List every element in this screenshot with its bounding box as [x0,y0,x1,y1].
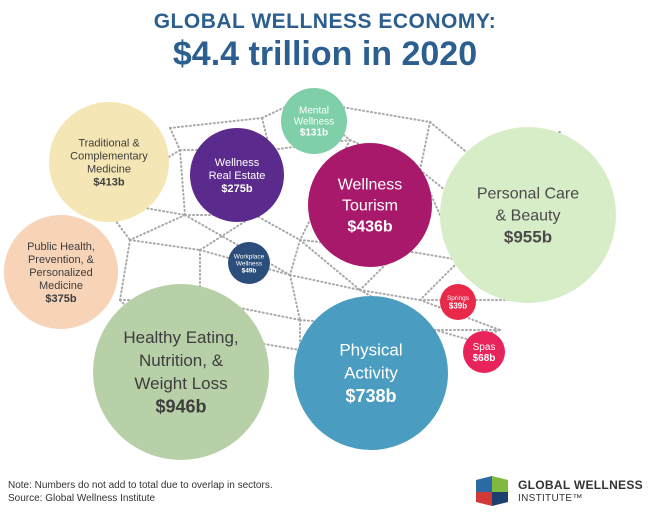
connector-line [289,274,301,321]
connector-line [169,117,263,129]
bubble-label-line: Wellness [236,260,263,267]
chart-title: GLOBAL WELLNESS ECONOMY: [153,10,497,33]
footnote: Note: Numbers do not add to total due to… [8,479,273,505]
bubble-label-line: Nutrition, & [139,351,224,370]
connector-line [199,214,256,251]
bubble-circle [440,284,476,320]
connector-line [419,259,461,301]
bubble-label-line: Public Health, [27,241,95,253]
bubble-label-line: Physical [339,341,402,360]
connector-line [179,149,186,216]
bubble-label-line: Traditional & [78,137,140,149]
bubble-circle [228,242,270,284]
bubble-label-line: Wellness [294,117,334,128]
bubble-label-line: Tourism [342,198,398,215]
connector-line [254,214,301,241]
bubble-label-line: Complementary [70,150,148,162]
bubble-label-line: Springs [447,295,470,302]
bubble-value-label: $436b [347,219,393,236]
bubble-circle [190,128,284,222]
connector-line [129,214,186,241]
bubble-value-label: $375b [45,293,76,305]
bubble-physical-activity: Physical Activity $738b [294,296,448,450]
bubble-springs: Springs$39b [440,284,476,320]
title-block: GLOBAL WELLNESS ECONOMY: $4.4 trillion i… [0,10,650,74]
bubble-label-line: Medicine [87,163,131,175]
bubble-label-line: Personalized [29,267,93,279]
gwi-logo-icon [476,476,508,506]
connector-line [289,274,361,291]
bubble-circle [93,284,269,460]
bubble-label-line: Weight Loss [134,374,227,393]
bubble-label-line: Healthy Eating, [123,328,238,347]
footnote-source: Source: Global Wellness Institute [8,493,156,504]
connector-line [169,127,181,151]
chart-subtitle: $4.4 trillion in 2020 [172,35,478,73]
connector-line [419,299,501,331]
connector-line [299,239,361,291]
bubble-value-label: $275b [221,183,252,195]
logo-line-1: GLOBAL WELLNESS [518,478,643,492]
bubble-label-line: Mental [299,106,329,117]
bubble-value-label: $49b [242,267,257,274]
bubble-circle [281,88,347,154]
bubble-label-line: Personal Care [477,185,579,202]
bubble-value-label: $68b [473,353,496,364]
connector-line [119,239,131,301]
bubble-circle [308,143,432,267]
bubble-circle [440,127,616,303]
bubble-value-label: $946b [155,396,206,416]
bubble-public-health-prevention-personalized-medicine: Public Health,Prevention, &PersonalizedM… [4,215,118,329]
connector-line [199,249,291,276]
bubble-personal-care-beauty: Personal Care & Beauty $955b [440,127,616,303]
bubble-label-line: Wellness [338,177,403,194]
logo-line-2: INSTITUTE™ [518,493,583,504]
connector-line [129,239,201,251]
bubble-label-line: Wellness [215,157,260,169]
bubble-circle [463,331,505,373]
bubble-wellness-tourism: Wellness Tourism $436b [308,143,432,267]
bubble-value-label: $39b [449,301,467,310]
footnote-note: Note: Numbers do not add to total due to… [8,480,273,491]
bubble-spas: Spas$68b [463,331,505,373]
connector-line [429,121,471,156]
bubble-value-label: $955b [504,228,552,247]
bubble-label-line: Activity [344,364,398,383]
bubble-circle [49,102,169,222]
gwi-logo-text: GLOBAL WELLNESS INSTITUTE™ [518,478,643,506]
bubble-value-label: $413b [93,176,124,188]
bubble-label-line: Workplace [234,253,265,260]
bubble-label-line: Real Estate [209,170,266,182]
connector-line [184,214,291,276]
gwi-logo: GLOBAL WELLNESS INSTITUTE™ [472,474,647,510]
bubble-circle [4,215,118,329]
connector-line [289,239,301,276]
bubble-label-line: Prevention, & [28,254,95,266]
bubbles: Personal Care & Beauty $955b Healthy Eating… [4,88,616,460]
bubble-circle [294,296,448,450]
bubble-label-line: & Beauty [496,207,561,224]
connector-line [419,121,431,171]
bubble-label-line: Medicine [39,280,83,292]
bubble-value-label: $738b [345,386,396,406]
bubble-label-line: Spas [473,342,496,353]
bubble-healthy-eating-nutrition-weight-loss: Healthy Eating, Nutrition, & Weight Loss $9… [93,284,269,460]
bubble-value-label: $131b [300,128,328,139]
